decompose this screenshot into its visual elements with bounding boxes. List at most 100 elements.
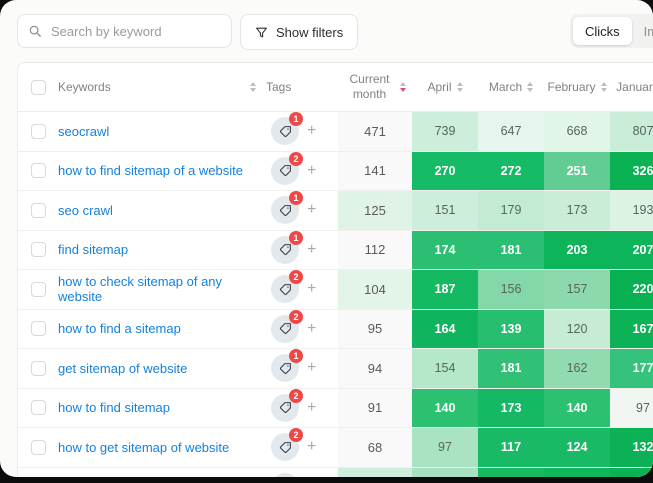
heatmap-cell: 157 — [544, 270, 610, 309]
heatmap-cell: 647 — [478, 112, 544, 151]
sort-current-month[interactable] — [399, 82, 406, 92]
sort-keywords[interactable] — [250, 82, 256, 92]
heatmap-cell: 739 — [412, 112, 478, 151]
sort-month[interactable] — [456, 82, 463, 92]
tag-button[interactable] — [271, 314, 299, 343]
heatmap-cell: 164 — [412, 309, 478, 348]
tag-count-badge: 2 — [289, 270, 303, 285]
keyword-link[interactable]: how to get sitemap of website — [58, 439, 230, 455]
show-filters-button[interactable]: Show filters — [240, 14, 359, 50]
sort-month[interactable] — [600, 82, 607, 92]
tag-count-badge: 1 — [289, 191, 303, 206]
current-month-value: 125 — [338, 191, 412, 230]
heatmap-cell: 140 — [544, 388, 610, 427]
heatmap-cell: 174 — [412, 230, 478, 269]
sort-month[interactable] — [527, 82, 534, 92]
keyword-link[interactable]: seo crawl — [58, 202, 113, 218]
add-tag-button[interactable]: + — [307, 122, 317, 140]
tag-count-badge: 2 — [289, 151, 303, 166]
row-checkbox[interactable] — [30, 202, 46, 218]
toggle-impressions[interactable]: Impressions — [643, 23, 653, 39]
heatmap-cell: 220 — [610, 270, 653, 309]
row-checkbox[interactable] — [30, 439, 46, 455]
add-tag-button[interactable]: + — [307, 280, 317, 298]
current-month-value: 471 — [338, 112, 412, 151]
keyword-link[interactable]: find sitemap — [58, 242, 129, 258]
keyword-link[interactable]: how to find sitemap — [58, 400, 171, 416]
show-filters-label: Show filters — [276, 24, 344, 40]
heatmap-cell: 272 — [478, 151, 544, 190]
heatmap-cell: 181 — [478, 349, 544, 388]
table-row: find sitemap 1 + 112 174 181 203 207 — [18, 230, 653, 270]
row-checkbox[interactable] — [30, 321, 46, 337]
heatmap-cell: 140 — [412, 388, 478, 427]
month-column-header-january: January — [616, 80, 653, 94]
heatmap-cell: 203 — [544, 230, 610, 269]
tag-count-badge: 2 — [289, 388, 303, 403]
heatmap-cell: 97 — [610, 388, 653, 427]
table-row: how to find sitemap of a website 2 + 141… — [18, 151, 653, 191]
heatmap-cell: 807 — [610, 112, 653, 151]
table-header-row: Keywords Tags Current month April March … — [18, 63, 653, 112]
heatmap-cell — [544, 467, 610, 477]
heatmap-cell: 177 — [610, 349, 653, 388]
table-row: how to get sitemap of website 2 + 68 97 1… — [18, 428, 653, 468]
heatmap-cell: 173 — [478, 388, 544, 427]
add-tag-button[interactable]: + — [307, 319, 317, 337]
table-row: get sitemap of website 1 + 94 154 181 162 1… — [18, 349, 653, 389]
table-row: + — [18, 467, 653, 477]
keywords-column-header: Keywords — [58, 80, 111, 94]
tag-count-badge: 1 — [289, 112, 303, 127]
heatmap-cell — [412, 467, 478, 477]
add-tag-button[interactable]: + — [307, 240, 317, 258]
current-month-value: 141 — [338, 151, 412, 190]
toggle-clicks[interactable]: Clicks — [573, 17, 632, 45]
tag-count-badge: 1 — [289, 349, 303, 364]
tags-column-header: Tags — [266, 80, 292, 94]
select-all-checkbox[interactable] — [30, 79, 46, 95]
current-month-value: 95 — [338, 309, 412, 348]
heatmap-cell — [610, 467, 653, 477]
keyword-link[interactable]: how to check sitemap of any website — [58, 274, 223, 305]
heatmap-cell: 167 — [610, 309, 653, 348]
heatmap-cell: 187 — [412, 270, 478, 309]
search-input-wrapper[interactable] — [17, 14, 232, 48]
heatmap-cell: 207 — [610, 230, 653, 269]
keyword-link[interactable]: get sitemap of website — [58, 360, 188, 376]
add-tag-button[interactable]: + — [307, 201, 317, 219]
keyword-link[interactable]: how to find a sitemap — [58, 321, 181, 337]
add-tag-button[interactable]: + — [307, 161, 317, 179]
tag-button[interactable] — [271, 472, 299, 477]
table-row: how to find a sitemap 2 + 95 164 139 120 16… — [18, 309, 653, 349]
row-checkbox[interactable] — [30, 123, 46, 139]
heatmap-cell: 173 — [544, 191, 610, 230]
search-input[interactable] — [49, 22, 229, 40]
heatmap-cell: 181 — [478, 230, 544, 269]
heatmap-cell: 179 — [478, 191, 544, 230]
clicks-impressions-toggle: Clicks Impressions — [570, 14, 653, 48]
add-tag-button[interactable]: + — [307, 438, 317, 456]
current-month-value: 112 — [338, 230, 412, 269]
table-row: how to find sitemap 2 + 91 140 173 140 97 — [18, 388, 653, 428]
row-checkbox[interactable] — [30, 360, 46, 376]
heatmap-cell: 97 — [412, 428, 478, 467]
add-tag-button[interactable]: + — [307, 359, 317, 377]
row-checkbox[interactable] — [30, 163, 46, 179]
heatmap-cell: 117 — [478, 428, 544, 467]
keywords-table: Keywords Tags Current month April March … — [17, 62, 653, 477]
table-row: how to check sitemap of any website 2 + … — [18, 270, 653, 310]
keyword-link[interactable]: how to find sitemap of a website — [58, 163, 243, 179]
current-month-value — [338, 467, 412, 477]
keyword-link[interactable]: seocrawl — [58, 123, 110, 139]
row-checkbox[interactable] — [30, 242, 46, 258]
row-checkbox[interactable] — [30, 400, 46, 416]
heatmap-cell: 132 — [610, 428, 653, 467]
heatmap-cell: 156 — [478, 270, 544, 309]
heatmap-cell: 154 — [412, 349, 478, 388]
month-column-header-april: April — [427, 80, 452, 94]
add-tag-button[interactable]: + — [307, 398, 317, 416]
row-checkbox[interactable] — [30, 281, 46, 297]
heatmap-cell: 193 — [610, 191, 653, 230]
heatmap-cell: 162 — [544, 349, 610, 388]
tag-button[interactable] — [271, 433, 299, 462]
